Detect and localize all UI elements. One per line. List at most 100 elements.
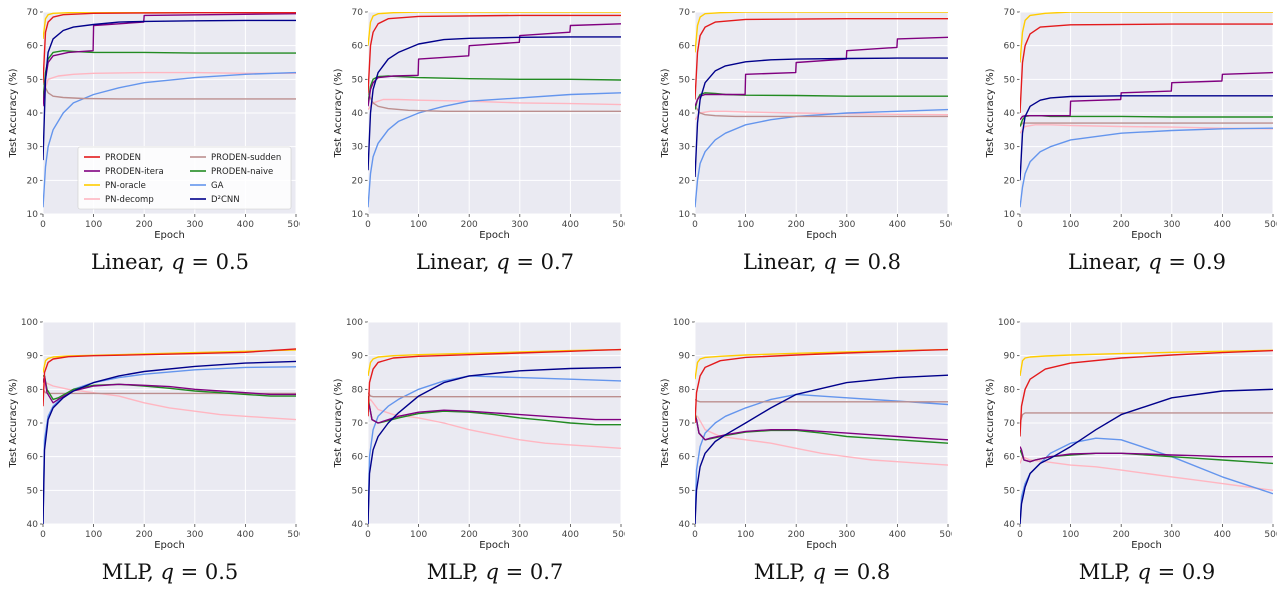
x-tick-label: 100 xyxy=(737,220,754,230)
chart-caption: Linear, q = 0.9 xyxy=(997,250,1284,274)
caption-q: q xyxy=(1137,560,1151,584)
chart-panel: 10 20 30 40 50 60 70 0 100 200 300 400 500 Epoch Test … xyxy=(652,0,952,285)
x-tick-label: 400 xyxy=(1214,220,1231,230)
chart-panel: 40 50 60 70 80 90 100 0 100 200 300 400 500 Epoch Test… xyxy=(977,310,1277,595)
chart-caption: MLP, q = 0.9 xyxy=(997,560,1284,584)
x-tick-label: 500 xyxy=(287,530,300,540)
y-tick-label: 100 xyxy=(346,318,363,328)
y-tick-label: 70 xyxy=(27,8,39,18)
y-tick-label: 70 xyxy=(27,419,39,429)
x-axis-label: Epoch xyxy=(806,230,837,240)
x-tick-label: 200 xyxy=(1113,530,1130,540)
x-tick-label: 300 xyxy=(1163,220,1180,230)
series-line-ga xyxy=(368,375,621,524)
y-tick-label: 40 xyxy=(679,520,691,530)
x-tick-label: 300 xyxy=(186,530,203,540)
legend-box xyxy=(77,146,292,210)
y-tick-label: 60 xyxy=(1004,42,1016,52)
line-chart: 10 20 30 40 50 60 70 0 100 200 300 400 500 Epoch Test … xyxy=(660,8,952,240)
x-tick-label: 0 xyxy=(692,530,698,540)
x-tick-label: 400 xyxy=(562,530,579,540)
y-tick-label: 50 xyxy=(352,486,364,496)
caption-model: Linear, xyxy=(415,250,497,274)
series-line-pn-oracle xyxy=(368,12,621,46)
series-line-pn-oracle xyxy=(1020,349,1273,377)
caption-model: MLP, xyxy=(1078,560,1138,584)
series-line-pn-decomp xyxy=(1020,124,1273,134)
y-tick-label: 80 xyxy=(352,385,364,395)
series-line-pn-decomp xyxy=(695,415,948,466)
y-tick-label: 20 xyxy=(679,176,691,186)
y-tick-label: 70 xyxy=(352,419,364,429)
y-tick-label: 80 xyxy=(27,385,39,395)
y-axis-label: Test Accuracy (%) xyxy=(660,68,671,158)
x-tick-label: 300 xyxy=(511,530,528,540)
series-line-d2cnn xyxy=(43,19,296,161)
y-tick-label: 40 xyxy=(1004,109,1016,119)
y-tick-label: 20 xyxy=(27,176,39,186)
line-chart: 10 20 30 40 50 60 70 0 100 200 300 400 500 Epoch Test … xyxy=(333,8,625,240)
x-tick-label: 500 xyxy=(1264,530,1277,540)
series-line-d2cnn xyxy=(368,36,621,171)
series-line-ga xyxy=(695,393,948,524)
chart-caption: MLP, q = 0.8 xyxy=(672,560,972,584)
series-line-proden xyxy=(368,348,621,417)
series-line-proden-sudden xyxy=(1020,412,1273,424)
y-tick-label: 70 xyxy=(679,419,691,429)
x-tick-label: 100 xyxy=(85,220,102,230)
series-line-proden xyxy=(1020,23,1273,114)
x-tick-label: 300 xyxy=(186,220,203,230)
line-chart: 40 50 60 70 80 90 100 0 100 200 300 400 500 Epoch Test… xyxy=(333,318,625,550)
y-tick-label: 90 xyxy=(679,352,691,362)
x-tick-label: 300 xyxy=(511,220,528,230)
series-line-proden xyxy=(43,348,296,407)
y-axis-label: Test Accuracy (%) xyxy=(8,378,19,468)
x-axis-label: Epoch xyxy=(154,230,185,240)
y-tick-label: 80 xyxy=(1004,385,1016,395)
caption-model: MLP, xyxy=(753,560,813,584)
series-line-pn-oracle xyxy=(368,348,621,377)
legend-label-proden-naive: PRODEN-naive xyxy=(211,167,273,177)
x-tick-label: 100 xyxy=(410,530,427,540)
y-tick-label: 90 xyxy=(352,352,364,362)
line-chart: 10 20 30 40 50 60 70 0 100 200 300 400 500 Epoch Test … xyxy=(985,8,1277,240)
x-tick-label: 400 xyxy=(889,530,906,540)
y-tick-label: 100 xyxy=(21,318,38,328)
y-axis-label: Test Accuracy (%) xyxy=(985,378,996,468)
series-line-pn-decomp xyxy=(43,381,296,421)
y-tick-label: 100 xyxy=(673,318,690,328)
series-line-d2cnn xyxy=(1020,95,1273,181)
x-tick-label: 0 xyxy=(1017,530,1023,540)
x-tick-label: 200 xyxy=(136,530,153,540)
y-tick-label: 30 xyxy=(679,143,691,153)
y-tick-label: 40 xyxy=(352,520,364,530)
x-tick-label: 400 xyxy=(889,220,906,230)
x-tick-label: 200 xyxy=(788,220,805,230)
y-tick-label: 50 xyxy=(1004,486,1016,496)
series-line-d2cnn xyxy=(368,366,621,524)
y-tick-label: 60 xyxy=(679,453,691,463)
legend-label-proden-sudden: PRODEN-sudden xyxy=(211,153,281,163)
x-tick-label: 200 xyxy=(136,220,153,230)
series-line-pn-decomp xyxy=(1020,455,1273,491)
chart-panel: 10 20 30 40 50 60 70 0 100 200 300 400 500 Epoch Test … xyxy=(977,0,1277,285)
y-tick-label: 10 xyxy=(679,210,691,220)
series-line-pn-decomp xyxy=(43,71,296,97)
y-axis-label: Test Accuracy (%) xyxy=(660,378,671,468)
series-line-proden-naive xyxy=(368,75,621,104)
chart-caption: MLP, q = 0.5 xyxy=(20,560,320,584)
y-tick-label: 30 xyxy=(352,143,364,153)
series-line-pn-oracle xyxy=(43,12,296,39)
caption-q: q xyxy=(160,560,174,584)
series-line-proden-sudden xyxy=(695,398,948,403)
series-line-pn-oracle xyxy=(695,12,948,53)
x-axis-label: Epoch xyxy=(806,540,837,550)
legend-label-pn-decomp: PN-decomp xyxy=(105,195,154,205)
series-line-ga xyxy=(368,92,621,208)
x-tick-label: 100 xyxy=(410,220,427,230)
y-tick-label: 90 xyxy=(27,352,39,362)
legend-label-pn-oracle: PN-oracle xyxy=(105,181,146,191)
y-tick-label: 40 xyxy=(679,109,691,119)
chart-caption: Linear, q = 0.7 xyxy=(345,250,645,274)
